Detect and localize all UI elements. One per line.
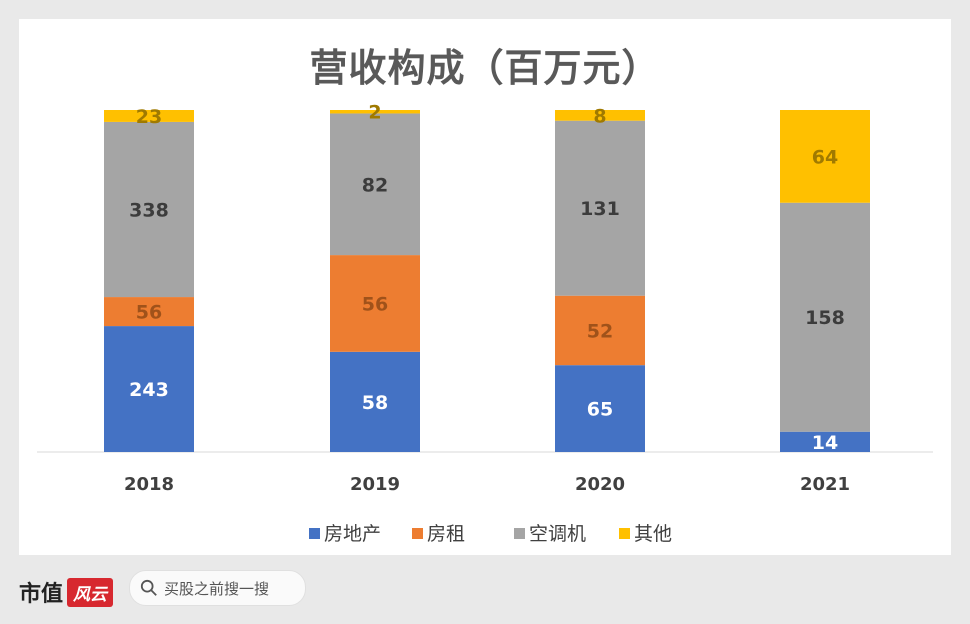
data-label-2020-s0: 65 — [587, 399, 613, 421]
search-box[interactable]: 买股之前搜一搜 — [129, 570, 306, 606]
search-icon — [140, 579, 157, 596]
bar-2019-s3 — [330, 110, 420, 114]
search-placeholder: 买股之前搜一搜 — [164, 579, 270, 598]
bar-2019-s2 — [330, 113, 420, 256]
data-label-2019-s0: 58 — [362, 392, 388, 414]
data-label-2018-s3: 23 — [136, 106, 162, 128]
bar-2020-s2 — [555, 120, 645, 296]
data-label-2021-s2: 158 — [805, 307, 845, 329]
data-label-2018-s1: 56 — [136, 302, 162, 324]
legend-swatch-1 — [412, 528, 423, 539]
bar-2019-s1 — [330, 255, 420, 352]
legend-label-2: 空调机 — [529, 523, 586, 545]
data-label-2018-s2: 338 — [129, 199, 169, 221]
chart-plot: 243 56 338 23 2018 58 56 82 2 2019 65 52 131 8 2020 14 1… — [37, 102, 933, 545]
data-label-2020-s3: 8 — [593, 105, 606, 127]
data-label-2020-s1: 52 — [587, 320, 613, 342]
legend-swatch-0 — [309, 528, 320, 539]
brand-name: 市值 — [19, 581, 64, 607]
bar-2021-s2 — [780, 202, 870, 432]
legend-label-1: 房租 — [427, 523, 465, 545]
bar-2021-s3 — [780, 110, 870, 203]
bar-2020-s1 — [555, 295, 645, 366]
legend-label-0: 房地产 — [324, 523, 381, 545]
footer-bar: 市值 风云 买股之前搜一搜 — [19, 570, 951, 614]
data-label-2018-s0: 243 — [129, 379, 169, 401]
data-label-2020-s2: 131 — [580, 198, 620, 220]
brand-logo: 市值 风云 — [19, 576, 114, 608]
x-tick-label-2020: 2020 — [575, 474, 625, 495]
data-label-2021-s3: 64 — [812, 146, 838, 168]
bar-2020-s0 — [555, 365, 645, 452]
bar-2021-s0 — [780, 431, 870, 452]
data-label-2019-s2: 82 — [362, 174, 388, 196]
bar-2019-s0 — [330, 351, 420, 452]
brand-logo-mark: 风云 — [67, 577, 114, 607]
x-tick-label-2021: 2021 — [800, 474, 850, 495]
legend-swatch-2 — [514, 528, 525, 539]
bar-2020-s3 — [555, 110, 645, 121]
chart-card: 营收构成（百万元） 243 56 338 23 2018 58 56 82 2 2019 65 52 1… — [19, 19, 951, 555]
legend-swatch-3 — [619, 528, 630, 539]
legend-label-3: 其他 — [634, 523, 672, 545]
data-label-2019-s1: 56 — [362, 293, 388, 315]
x-tick-label-2019: 2019 — [350, 474, 400, 495]
chart-title: 营收构成（百万元） — [309, 46, 661, 90]
x-tick-label-2018: 2018 — [124, 474, 174, 495]
bar-2018-s3 — [104, 110, 194, 122]
data-label-2019-s3: 2 — [368, 102, 381, 124]
bar-2018-s1 — [104, 297, 194, 327]
bar-2018-s2 — [104, 121, 194, 298]
bar-2018-s0 — [104, 326, 194, 452]
data-label-2021-s0: 14 — [812, 432, 838, 454]
